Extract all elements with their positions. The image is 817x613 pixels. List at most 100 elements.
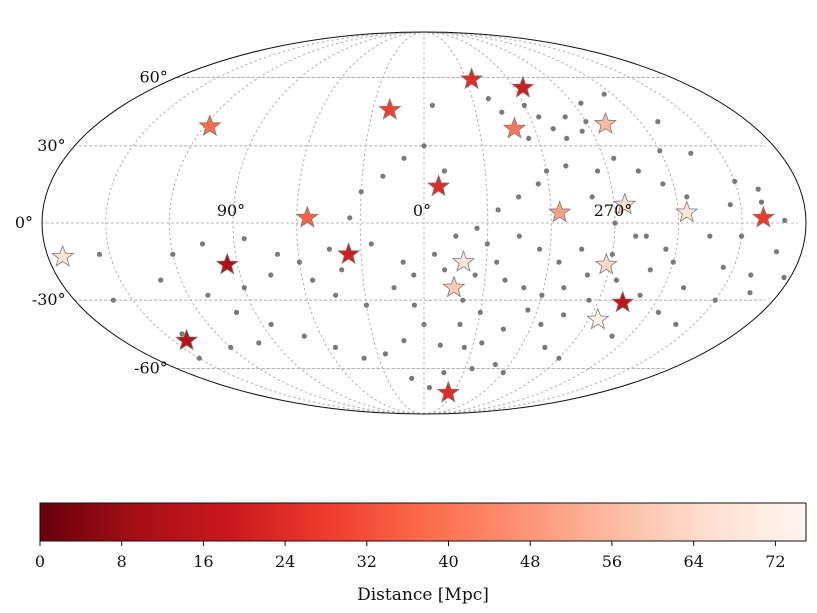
source-point (521, 285, 527, 291)
latitude-tick-label: -30° (32, 290, 66, 309)
projection-gridlines (41, 31, 798, 415)
source-point (758, 199, 765, 205)
source-point (421, 321, 427, 327)
source-point (681, 285, 687, 291)
colorbar-tick-label: 40 (438, 552, 458, 571)
source-point (333, 292, 339, 298)
source-point (556, 355, 562, 361)
background-points (96, 91, 788, 391)
source-point (479, 340, 485, 346)
source-point (256, 340, 262, 346)
source-point (660, 181, 666, 187)
source-point (502, 277, 508, 283)
source-point (199, 241, 206, 247)
source-point (720, 264, 726, 270)
star-marker (215, 252, 239, 275)
source-point (179, 331, 185, 337)
source-point (613, 277, 620, 283)
source-point (516, 194, 522, 200)
source-point (477, 309, 483, 315)
meridian-gridline (296, 31, 425, 415)
source-point (688, 150, 694, 156)
source-point (401, 338, 407, 344)
source-point (484, 241, 490, 247)
source-point (110, 297, 116, 303)
source-point (536, 114, 542, 120)
source-point (712, 297, 718, 303)
source-point (363, 302, 370, 308)
source-point (368, 241, 374, 247)
source-point (657, 148, 663, 154)
source-point (400, 259, 406, 265)
source-point (663, 246, 669, 252)
source-point (233, 309, 240, 315)
source-point (647, 267, 653, 273)
colorbar-tick-label: 56 (602, 552, 622, 571)
source-point (326, 246, 332, 252)
source-point (550, 126, 556, 132)
source-point (609, 251, 616, 257)
source-point (469, 366, 475, 372)
source-point (516, 233, 522, 239)
source-point (474, 225, 480, 231)
source-point (437, 342, 443, 348)
source-point (441, 370, 447, 376)
source-point (586, 297, 592, 303)
source-point (782, 217, 788, 223)
source-point (361, 355, 367, 361)
source-point (611, 155, 617, 161)
source-point (358, 189, 364, 195)
source-point (538, 321, 544, 327)
source-point (391, 285, 397, 291)
source-point (310, 277, 316, 283)
source-point (525, 307, 531, 313)
colorbar-tick-label: 16 (193, 552, 213, 571)
source-point (609, 333, 615, 339)
source-point (561, 312, 567, 318)
source-point (564, 135, 570, 141)
source-point (158, 277, 164, 283)
source-point (296, 259, 302, 265)
star-marker (436, 380, 460, 403)
source-point (411, 302, 417, 308)
source-point (500, 326, 506, 332)
source-point (426, 385, 432, 391)
source-point (556, 259, 562, 265)
colorbar-tick-label: 72 (765, 552, 785, 571)
source-point (382, 351, 388, 357)
latitude-tick-label: 60° (139, 67, 167, 86)
star-marker (378, 97, 402, 120)
source-point (739, 233, 745, 239)
source-point (332, 344, 338, 350)
longitude-tick-label: 0° (413, 201, 431, 220)
source-point (781, 274, 787, 281)
source-point (431, 251, 438, 257)
source-point (268, 321, 274, 327)
source-point (655, 119, 661, 125)
source-point (409, 375, 415, 381)
source-point (539, 292, 545, 298)
source-point (601, 91, 607, 97)
source-point (562, 114, 568, 120)
source-point (748, 272, 754, 278)
source-point (563, 163, 569, 169)
source-point (339, 267, 345, 273)
source-point (755, 186, 761, 192)
source-point (521, 102, 527, 108)
source-point (196, 355, 202, 361)
source-point (401, 155, 407, 161)
star-marker (51, 244, 75, 267)
star-marker (198, 114, 222, 137)
source-point (535, 181, 541, 187)
source-point (670, 259, 676, 265)
source-point (347, 215, 353, 221)
star-marker (175, 328, 199, 351)
colorbar (39, 502, 807, 542)
latitude-tick-label: 0° (15, 213, 33, 232)
star-marker (751, 205, 775, 228)
star-markers (51, 67, 775, 403)
source-point (228, 344, 234, 350)
source-point (732, 178, 738, 184)
star-marker (451, 249, 476, 272)
